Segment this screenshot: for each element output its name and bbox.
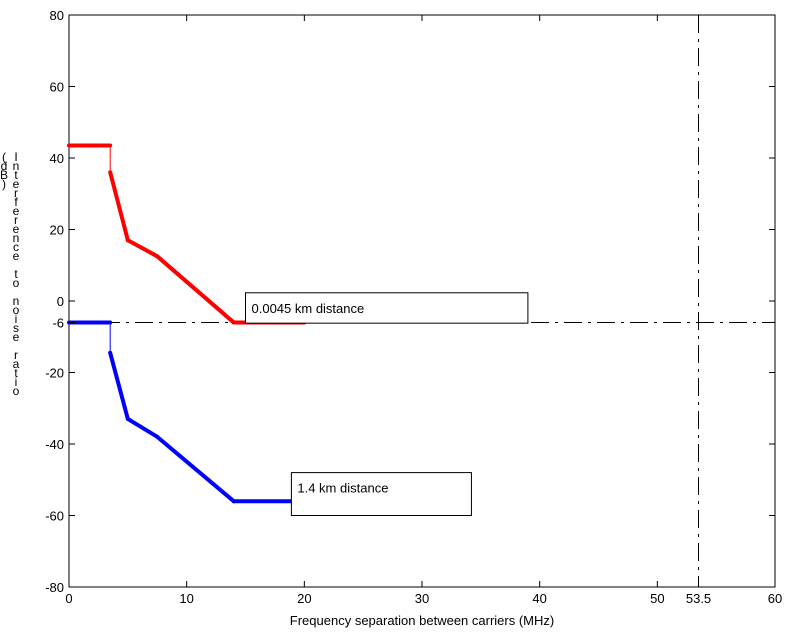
x-tick-label: 40 xyxy=(532,591,546,606)
x-tick-label: 0 xyxy=(65,591,72,606)
x-axis-label: Frequency separation between carriers (M… xyxy=(290,613,554,628)
reference-lines xyxy=(69,15,775,587)
y-tick-label: 40 xyxy=(50,151,64,166)
x-tick-label: 50 xyxy=(650,591,664,606)
annotation-label: 1.4 km distance xyxy=(297,481,388,496)
series-0-segment xyxy=(155,254,236,325)
y-tick-label: -6 xyxy=(52,315,64,330)
annotation-box xyxy=(290,472,472,517)
y-tick-label: -80 xyxy=(45,580,64,595)
y-axis-label: Interference to noise ratio (dB) xyxy=(0,150,23,393)
series-1-segment xyxy=(155,434,236,504)
x-tick-label: 20 xyxy=(297,591,311,606)
annotations: 0.0045 km distance 1.4 km distance xyxy=(245,292,529,517)
y-tick-label: 80 xyxy=(50,8,64,23)
annotation-box xyxy=(245,292,529,324)
y-tick-label: 60 xyxy=(50,80,64,95)
x-tick-label: 60 xyxy=(768,591,782,606)
y-tick-label: -20 xyxy=(45,366,64,381)
y-tick-label: 0 xyxy=(57,294,64,309)
y-tick-label: 20 xyxy=(50,223,64,238)
series-0-segment xyxy=(108,170,130,243)
x-tick-label: 30 xyxy=(415,591,429,606)
series-1-segment xyxy=(108,350,130,421)
y-tick-label: -40 xyxy=(45,437,64,452)
x-tick-label: 10 xyxy=(179,591,193,606)
x-tick-label: 53.5 xyxy=(686,591,711,606)
annotation-label: 0.0045 km distance xyxy=(252,301,365,316)
series-1-segment xyxy=(125,416,160,439)
y-tick-label: -60 xyxy=(45,509,64,524)
series-0-segment xyxy=(125,238,160,259)
